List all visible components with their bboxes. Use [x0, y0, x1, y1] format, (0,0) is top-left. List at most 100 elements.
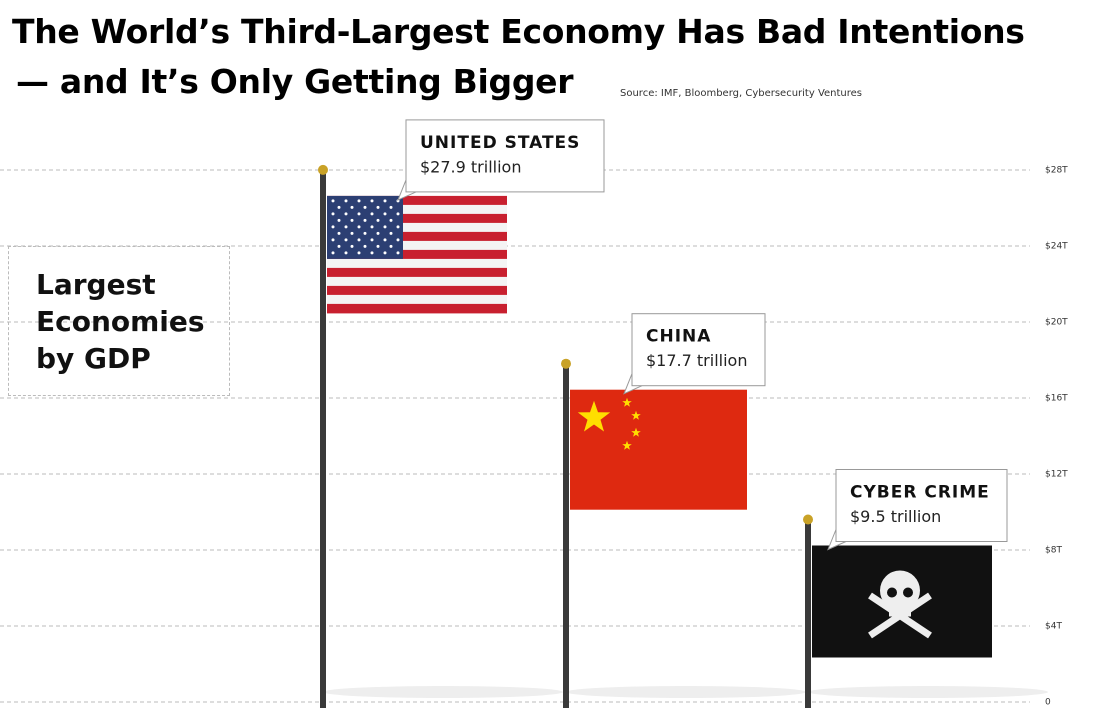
flag	[327, 195, 507, 314]
flag-stripe	[327, 285, 507, 296]
y-tick-label: $12T	[1045, 470, 1068, 480]
flag-canton	[327, 195, 403, 259]
y-tick-label: $4T	[1045, 622, 1062, 632]
skull-eye	[887, 587, 897, 598]
flag	[812, 545, 992, 658]
flag-star	[370, 238, 374, 242]
flag-star	[383, 212, 387, 216]
annotation-box	[8, 246, 230, 396]
bar	[320, 171, 326, 708]
flag-star	[383, 225, 387, 229]
flag-stripe	[327, 303, 507, 314]
flag-stripe	[327, 222, 507, 233]
flag-star	[577, 400, 611, 432]
flag-star	[331, 251, 335, 255]
flag-star	[350, 231, 354, 235]
flag-star	[357, 251, 361, 255]
flag-star	[376, 231, 380, 235]
category-label: UNITED STATES	[420, 133, 580, 153]
flag-stripe	[327, 231, 507, 242]
flag-star	[389, 205, 393, 209]
flag-star	[331, 212, 335, 216]
flag-star	[370, 225, 374, 229]
shadow	[323, 686, 563, 698]
flag-star	[376, 205, 380, 209]
y-tick-label: 0	[1045, 698, 1051, 708]
y-tick-label: $16T	[1045, 394, 1068, 404]
flag-star	[357, 225, 361, 229]
flag-star	[331, 225, 335, 229]
flag-star	[344, 225, 348, 229]
flag-stripe	[327, 204, 507, 215]
bar	[563, 365, 569, 708]
flag-stripe	[327, 195, 507, 206]
source: Source: IMF, Bloomberg, Cybersecurity Ve…	[620, 88, 863, 99]
category-label: CYBER CRIME	[850, 483, 990, 503]
pole-finial	[803, 514, 813, 525]
flag-star	[396, 212, 400, 216]
flag-stripe	[327, 249, 507, 260]
flag-star	[631, 427, 641, 437]
value-label: $27.9 trillion	[420, 157, 521, 176]
pole-finial	[561, 358, 571, 369]
flag-star	[344, 212, 348, 216]
pole-finial	[318, 164, 328, 175]
flag-star	[337, 244, 341, 248]
flag-star	[383, 199, 387, 203]
flag-stripe	[327, 267, 507, 278]
bar	[805, 521, 811, 708]
flag-star	[396, 238, 400, 242]
y-tick-label: $8T	[1045, 546, 1062, 556]
flag-star	[389, 244, 393, 248]
flag-star	[337, 205, 341, 209]
flag-star	[350, 244, 354, 248]
flag-star	[376, 218, 380, 222]
flag-stripe	[327, 240, 507, 251]
flag-star	[357, 199, 361, 203]
flag-star	[363, 205, 367, 209]
title-line: The World’s Third-Largest Economy Has Ba…	[12, 12, 1025, 51]
flag-star	[357, 238, 361, 242]
flag-star	[331, 238, 335, 242]
callout	[835, 469, 1008, 542]
flag-field	[570, 389, 747, 510]
flag-star	[363, 244, 367, 248]
flag-star	[363, 218, 367, 222]
flag-star	[337, 218, 341, 222]
flag-star	[344, 199, 348, 203]
title-line: — and It’s Only Getting Bigger	[16, 62, 574, 101]
value-label: $9.5 trillion	[850, 507, 941, 526]
flag-star	[376, 244, 380, 248]
flag-star	[363, 231, 367, 235]
skull-eye	[903, 587, 913, 598]
callout	[631, 313, 766, 387]
flag-star	[370, 251, 374, 255]
shadow	[566, 686, 806, 698]
skull-jaw	[889, 602, 911, 617]
flag-stripe	[327, 258, 507, 269]
y-tick-label: $24T	[1045, 242, 1068, 252]
flag-stripe	[327, 276, 507, 287]
flag-stripe	[327, 294, 507, 305]
flag-star	[396, 199, 400, 203]
category-label: CHINA	[646, 327, 711, 347]
flag-star	[344, 238, 348, 242]
flag	[570, 389, 747, 510]
flag-star	[337, 231, 341, 235]
y-tick-label: $28T	[1045, 166, 1068, 176]
flag-star	[389, 231, 393, 235]
flag-star	[383, 251, 387, 255]
flag-star	[622, 397, 632, 407]
flag-star	[370, 212, 374, 216]
flag-star	[383, 238, 387, 242]
flag-star	[350, 205, 354, 209]
annotation: Largest Economies by GDP	[36, 268, 205, 375]
flag-star	[396, 225, 400, 229]
callout	[405, 119, 605, 193]
flag-star	[370, 199, 374, 203]
flag-star	[396, 251, 400, 255]
flag-star	[350, 218, 354, 222]
flag-star	[331, 199, 335, 203]
skull	[880, 570, 920, 611]
